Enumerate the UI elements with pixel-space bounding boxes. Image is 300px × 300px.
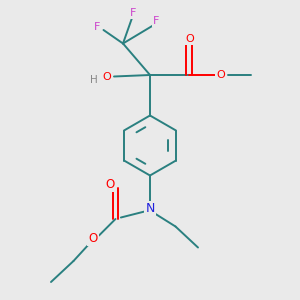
Text: N: N: [145, 202, 155, 215]
Text: O: O: [102, 71, 111, 82]
Text: F: F: [94, 22, 101, 32]
Text: O: O: [216, 70, 225, 80]
Text: O: O: [105, 178, 114, 191]
Text: O: O: [88, 232, 98, 245]
Text: O: O: [185, 34, 194, 44]
Text: F: F: [153, 16, 159, 26]
Text: F: F: [130, 8, 137, 19]
Text: H: H: [90, 75, 98, 85]
